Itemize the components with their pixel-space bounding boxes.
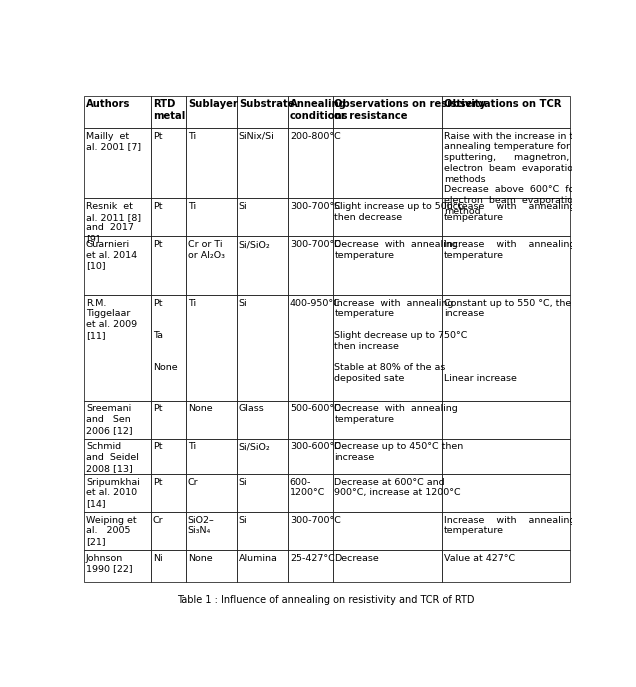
Bar — [237, 199, 288, 236]
Bar — [333, 236, 442, 295]
Bar — [237, 128, 288, 199]
Bar — [288, 95, 333, 128]
Bar — [151, 439, 186, 474]
Bar — [288, 439, 333, 474]
Text: None: None — [188, 404, 212, 414]
Bar — [333, 550, 442, 583]
Text: Ti: Ti — [188, 299, 196, 308]
Bar — [237, 474, 288, 512]
Bar — [85, 128, 151, 199]
Bar — [237, 439, 288, 474]
Bar — [333, 474, 442, 512]
Text: 200-800°C: 200-800°C — [290, 132, 340, 141]
Bar — [237, 401, 288, 439]
Bar — [151, 95, 186, 128]
Text: 600-
1200°C: 600- 1200°C — [290, 477, 325, 497]
Text: Cr or Ti
or Al₂O₃: Cr or Ti or Al₂O₃ — [188, 240, 225, 260]
Bar — [186, 236, 237, 295]
Text: Pt: Pt — [153, 477, 162, 486]
Text: SiO2–
Si₃N₄: SiO2– Si₃N₄ — [188, 516, 214, 535]
Bar — [186, 550, 237, 583]
Bar — [186, 128, 237, 199]
Text: Pt: Pt — [153, 442, 162, 451]
Bar — [186, 439, 237, 474]
Bar — [288, 550, 333, 583]
Bar — [237, 95, 288, 128]
Bar — [442, 95, 570, 128]
Text: Authors: Authors — [86, 100, 130, 109]
Bar — [85, 199, 151, 236]
Text: Pt


Ta


None: Pt Ta None — [153, 299, 177, 372]
Bar — [151, 474, 186, 512]
Text: Ti: Ti — [188, 442, 196, 451]
Text: Increase    with    annealing
temperature: Increase with annealing temperature — [444, 202, 575, 222]
Bar — [442, 128, 570, 199]
Text: Sreemani
and   Sen
2006 [12]: Sreemani and Sen 2006 [12] — [86, 404, 132, 435]
Text: 300-600°C: 300-600°C — [290, 442, 341, 451]
Text: Ti: Ti — [188, 132, 196, 141]
Bar — [288, 401, 333, 439]
Bar — [151, 401, 186, 439]
Bar — [237, 550, 288, 583]
Text: Annealing
conditions: Annealing conditions — [290, 100, 349, 122]
Text: Decrease at 600°C and
900°C, increase at 1200°C: Decrease at 600°C and 900°C, increase at… — [335, 477, 461, 497]
Text: Weiping et
al.   2005
[21]: Weiping et al. 2005 [21] — [86, 516, 137, 546]
Bar — [288, 199, 333, 236]
Text: 300-700°C: 300-700°C — [290, 240, 341, 249]
Bar — [237, 295, 288, 401]
Text: Constant up to 550 °C, then
increase





Linear increase: Constant up to 550 °C, then increase Lin… — [444, 299, 577, 383]
Text: Table 1 : Influence of annealing on resistivity and TCR of RTD: Table 1 : Influence of annealing on resi… — [177, 595, 474, 605]
Bar — [237, 236, 288, 295]
Bar — [85, 295, 151, 401]
Bar — [85, 95, 151, 128]
Text: Increase  with  annealing
temperature

Slight decrease up to 750°C
then increase: Increase with annealing temperature Slig… — [335, 299, 468, 383]
Bar — [186, 512, 237, 550]
Bar — [442, 512, 570, 550]
Text: Cr: Cr — [153, 516, 163, 525]
Bar — [85, 236, 151, 295]
Bar — [288, 128, 333, 199]
Bar — [442, 295, 570, 401]
Text: Substrate: Substrate — [239, 100, 294, 109]
Bar — [333, 512, 442, 550]
Text: Resnik  et
al. 2011 [8]
and  2017
[9]: Resnik et al. 2011 [8] and 2017 [9] — [86, 202, 141, 243]
Bar — [288, 512, 333, 550]
Bar — [288, 295, 333, 401]
Text: 500-600°C: 500-600°C — [290, 404, 340, 414]
Bar — [186, 295, 237, 401]
Bar — [333, 401, 442, 439]
Bar — [186, 401, 237, 439]
Text: Slight increase up to 500°C
then decrease: Slight increase up to 500°C then decreas… — [335, 202, 465, 222]
Text: Increase    with    annealing
temperature: Increase with annealing temperature — [444, 240, 575, 260]
Text: Decrease  with  annealing
temperature: Decrease with annealing temperature — [335, 240, 458, 260]
Text: Si: Si — [239, 202, 247, 211]
Text: Si: Si — [239, 516, 247, 525]
Bar — [85, 512, 151, 550]
Bar — [442, 236, 570, 295]
Text: Schmid
and  Seidel
2008 [13]: Schmid and Seidel 2008 [13] — [86, 442, 139, 473]
Text: Decrease up to 450°C then
increase: Decrease up to 450°C then increase — [335, 442, 464, 462]
Bar — [186, 474, 237, 512]
Text: Cr: Cr — [188, 477, 198, 486]
Bar — [151, 550, 186, 583]
Bar — [186, 199, 237, 236]
Text: Si/SiO₂: Si/SiO₂ — [239, 442, 270, 451]
Bar — [333, 199, 442, 236]
Text: Decrease  with  annealing
temperature: Decrease with annealing temperature — [335, 404, 458, 424]
Bar — [288, 474, 333, 512]
Bar — [151, 512, 186, 550]
Text: Sripumkhai
et al. 2010
[14]: Sripumkhai et al. 2010 [14] — [86, 477, 140, 508]
Bar — [288, 236, 333, 295]
Text: Increase    with    annealing
temperature: Increase with annealing temperature — [444, 516, 575, 535]
Bar — [186, 95, 237, 128]
Text: 25-427°C: 25-427°C — [290, 554, 335, 563]
Text: Si/SiO₂: Si/SiO₂ — [239, 240, 270, 249]
Bar — [85, 401, 151, 439]
Bar — [333, 439, 442, 474]
Bar — [237, 512, 288, 550]
Text: Alumina: Alumina — [239, 554, 278, 563]
Text: Sublayer: Sublayer — [188, 100, 238, 109]
Text: Observations on resistivity
or resistance: Observations on resistivity or resistanc… — [335, 100, 487, 122]
Bar — [151, 199, 186, 236]
Text: Guarnieri
et al. 2014
[10]: Guarnieri et al. 2014 [10] — [86, 240, 137, 271]
